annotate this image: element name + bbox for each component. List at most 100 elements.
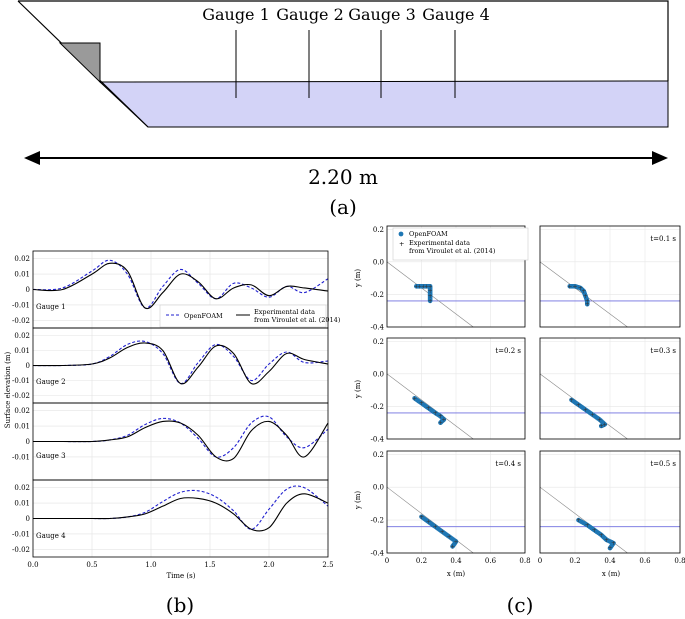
length-label: 2.20 m <box>308 165 378 189</box>
exp-point: + <box>419 514 424 521</box>
gauge-ytick-label: 0.01 <box>14 347 30 355</box>
profile-frame <box>386 450 526 554</box>
gauge-xtick-label: 2.0 <box>263 561 274 569</box>
gauge-ytick-label: 0 <box>26 515 30 523</box>
exp-point: + <box>604 537 609 544</box>
caption-a: (a) <box>329 195 357 219</box>
gauge-3-label: Gauge 3 <box>348 5 416 24</box>
exp-point: + <box>450 543 455 550</box>
gauge-xtick-label: 2.5 <box>322 561 333 569</box>
exp-point: + <box>590 412 595 419</box>
gauge-ytick-label: 0 <box>26 438 30 446</box>
profile-xtick-label: 0 <box>385 557 389 565</box>
sim-point <box>598 423 604 429</box>
profile-time-label: t=0.1 s <box>650 235 676 243</box>
profile-ytick-label: 0.2 <box>373 451 384 459</box>
exp-point: + <box>585 298 590 305</box>
gauge-ytick-label: 0.02 <box>14 484 30 492</box>
gauge-4-label: Gauge 4 <box>422 5 490 24</box>
legend-sim-marker <box>398 231 404 237</box>
exp-point: + <box>419 400 424 407</box>
gauge-grid <box>32 251 329 557</box>
length-arrow-left-head <box>24 151 40 165</box>
profile-ytick-label: 0.2 <box>373 338 384 346</box>
exp-point: + <box>607 545 612 552</box>
gauge-ytick-label: 0.02 <box>14 255 30 263</box>
exp-point: + <box>453 538 458 545</box>
gauge-ytick-label: -0.02 <box>12 317 30 325</box>
exp-point: + <box>433 410 438 417</box>
slope-line <box>386 486 474 554</box>
profile-frame <box>386 337 526 440</box>
profile-xtick-label: 0.6 <box>485 557 497 565</box>
gauge-1-panel-label: Gauge 1 <box>36 303 66 311</box>
exp-point: + <box>440 529 445 536</box>
legend-sim-label: OpenFOAM <box>184 312 223 320</box>
exp-point: + <box>438 413 443 420</box>
gauge-1-exp-line <box>32 262 329 310</box>
slope-line <box>386 373 474 440</box>
profile-subplot-4: +++++++t=0.4 s0.20.0-0.2-0.40 0.2 0.4 0.6 0.… <box>371 450 531 565</box>
profile-ytick-label: -0.2 <box>371 517 385 525</box>
gauge-2-exp-line <box>32 342 329 385</box>
gauge-curves <box>32 259 329 532</box>
profile-xtick-label: 0.2 <box>416 557 427 565</box>
profile-subplot-0: ++++++++0.20.0-0.2-0.4 <box>371 225 526 332</box>
exp-point: + <box>602 421 607 428</box>
gauge-3-exp-line <box>33 420 329 462</box>
length-arrow-right-head <box>652 151 668 165</box>
exp-point: + <box>426 519 431 526</box>
profile-time-label: t=0.2 s <box>495 347 521 355</box>
exp-point: + <box>414 283 419 290</box>
gauge-3-panel-label: Gauge 3 <box>36 452 66 460</box>
exp-point: + <box>599 423 604 430</box>
tank-schematic: Gauge 1 Gauge 2 Gauge 3 Gauge 4 2.20 m (… <box>17 0 669 219</box>
gauge-ytick-label: 0 <box>26 362 30 370</box>
gauge-2-sim-line <box>32 340 329 385</box>
gauge-3-sim-line <box>33 415 329 458</box>
exp-point: + <box>583 293 588 300</box>
exp-point: + <box>433 524 438 531</box>
exp-point: + <box>428 288 433 295</box>
profile-frame <box>386 225 526 328</box>
exp-point: + <box>585 301 590 308</box>
gauge-xtick-label: 0.0 <box>27 561 38 569</box>
exp-point: + <box>438 420 443 427</box>
profile-time-label: t=0.4 s <box>495 460 521 468</box>
legend-exp-label-2: from Viroulet et al. (2014) <box>254 316 341 324</box>
profile-subplot-2: ++++ +++t=0.2 s0.20.0-0.2-0.4 <box>371 337 526 444</box>
exp-point: + <box>592 527 597 534</box>
exp-point: + <box>585 522 590 529</box>
profile-xtick-label: 0.2 <box>569 557 580 565</box>
profile-subplots: ++++++++0.20.0-0.2-0.4+ + +++++t=0.1 s++++… <box>371 225 685 565</box>
gauge-1-label: Gauge 1 <box>202 5 270 24</box>
legend-exp-label-c1: Experimental data <box>409 239 470 247</box>
profile-ytick-label: 0.0 <box>373 258 384 266</box>
profile-ytick-label: 0.0 <box>373 484 384 492</box>
sliding-block <box>58 42 101 84</box>
exp-point: + <box>572 283 577 290</box>
gauge-4-panel-label: Gauge 4 <box>36 532 66 540</box>
gauge-1-sim-line <box>32 259 329 309</box>
gauge-xtick-label: 1.0 <box>145 561 156 569</box>
gauge-ytick-label: -0.01 <box>12 301 30 309</box>
exp-point: + <box>441 416 446 423</box>
profile-frame <box>539 225 681 328</box>
gauge-2-label: Gauge 2 <box>276 5 344 24</box>
gauge-ytick-label: -0.01 <box>12 530 30 538</box>
gauge-xtick-label: 0.5 <box>86 561 97 569</box>
exp-point: + <box>428 293 433 300</box>
gauge-ytick-label: 0.01 <box>14 271 30 279</box>
gauge-4-frame <box>32 479 329 558</box>
exp-point: + <box>447 534 452 541</box>
exp-point: + <box>576 402 581 409</box>
legend-exp-marker: + <box>399 240 404 248</box>
profile-ytick-label: 0.2 <box>373 226 384 234</box>
profile-xtick-label: 0.4 <box>450 557 462 565</box>
exp-point: + <box>578 285 583 292</box>
profile-time-label: t=0.5 s <box>650 460 676 468</box>
gauge-xtick-label: 1.5 <box>204 561 215 569</box>
exp-point: + <box>424 283 429 290</box>
profile-time-label: t=0.3 s <box>650 347 676 355</box>
